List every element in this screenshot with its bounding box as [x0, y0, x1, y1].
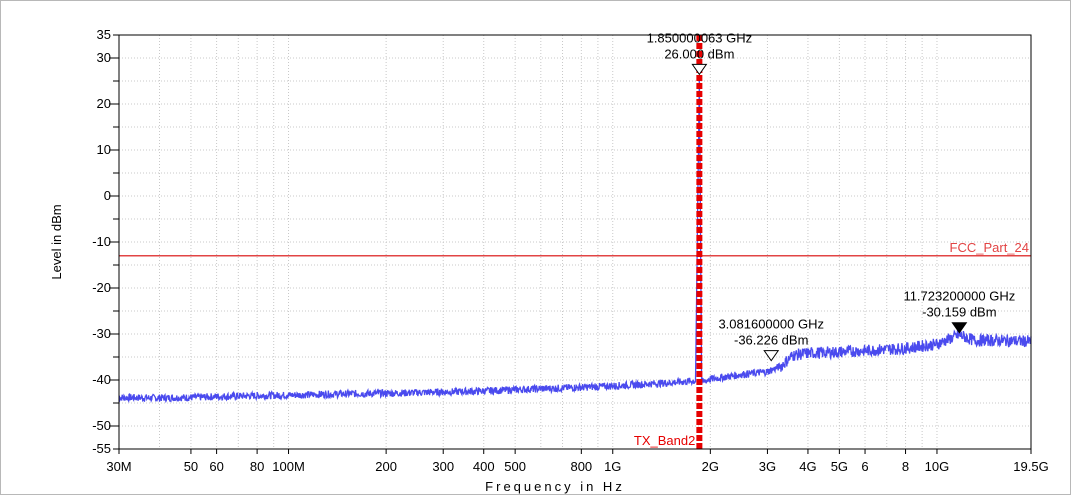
x-tick-label: 300 [432, 459, 454, 474]
y-tick-label: -20 [92, 280, 111, 295]
x-tick-label: 500 [504, 459, 526, 474]
x-tick-label: 200 [375, 459, 397, 474]
x-tick-label: 100M [272, 459, 305, 474]
band-marker-label: TX_Band2 [634, 433, 695, 448]
y-tick-label: 0 [104, 188, 111, 203]
y-tick-label: -55 [92, 441, 111, 456]
x-tick-label: 6 [861, 459, 868, 474]
x-tick-label: 50 [184, 459, 198, 474]
x-axis-label: Frequency in Hz [485, 479, 625, 494]
trace-group [118, 76, 1032, 404]
x-tick-label: 10G [925, 459, 950, 474]
x-tick-label: 400 [473, 459, 495, 474]
x-tick-label: 1G [604, 459, 621, 474]
marker-triangle [763, 350, 780, 362]
x-tick-label: 4G [799, 459, 816, 474]
x-tick-label: 30M [106, 459, 131, 474]
x-tick-label: 80 [250, 459, 264, 474]
x-tick-label: 8 [902, 459, 909, 474]
y-tick-label: -10 [92, 234, 111, 249]
y-tick-label: 20 [97, 96, 111, 111]
marker-triangle [691, 63, 708, 76]
marker-level-label: -30.159 dBm [922, 305, 996, 320]
band-marker-group: TX_Band2 [634, 35, 703, 449]
x-tick-label: 19.5G [1013, 459, 1048, 474]
trace-line [118, 76, 1032, 404]
y-tick-label: -50 [92, 418, 111, 433]
x-tick-label: 5G [831, 459, 848, 474]
y-tick-label: 30 [97, 50, 111, 65]
y-tick-label: -40 [92, 372, 111, 387]
y-tick-label: -30 [92, 326, 111, 341]
x-tick-label: 3G [759, 459, 776, 474]
plot-border [118, 34, 1032, 450]
limit-line-group: FCC_Part_24 [119, 240, 1031, 257]
y-axis-label: Level in dBm [49, 204, 64, 279]
y-axis-ticks: 35 30 20 10 0 -10 -20 -30 -40 -50 -55 [92, 27, 119, 456]
y-tick-label: 10 [97, 142, 111, 157]
x-axis-ticks: 30M 50 60 80 100M 200 300 400 500 800 1G 2G 3G 4G 5G 6 8… [106, 449, 1049, 474]
marker-level-label: 26.000 dBm [664, 46, 734, 61]
marker-frequency-label: 11.723200000 GHz [903, 289, 1015, 304]
marker-frequency-label: 1.850000063 GHz [647, 30, 753, 45]
x-tick-label: 800 [570, 459, 592, 474]
marker-frequency-label: 3.081600000 GHz [718, 317, 824, 332]
x-tick-label: 2G [702, 459, 719, 474]
marker-triangle [951, 322, 968, 334]
y-tick-label: 35 [97, 27, 111, 42]
x-tick-label: 60 [209, 459, 223, 474]
limit-line-label: FCC_Part_24 [950, 240, 1029, 255]
marker-level-label: -36.226 dBm [734, 333, 808, 348]
